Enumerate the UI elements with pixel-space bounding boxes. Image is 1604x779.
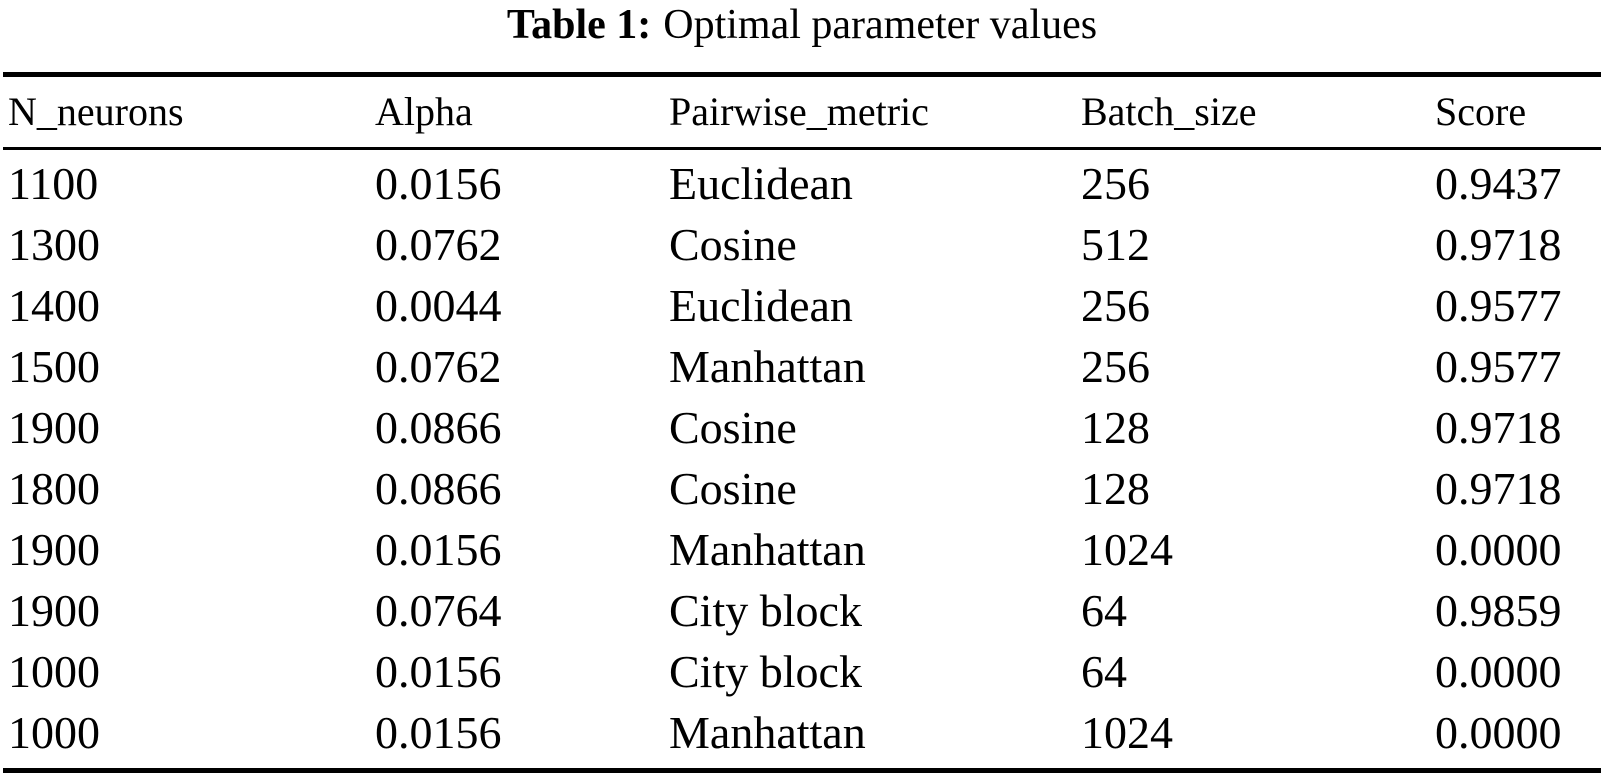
table-cell: Euclidean <box>669 280 853 331</box>
table-cell: 1900 <box>8 402 100 453</box>
table-cell: Manhattan <box>669 341 866 392</box>
table-cell: Manhattan <box>669 707 866 758</box>
table-top-rule <box>3 72 1601 77</box>
table-cell: 256 <box>1081 158 1150 209</box>
column-header-batch-size: Batch_size <box>1081 89 1257 134</box>
table-caption: Table 1: Optimal parameter values <box>0 0 1604 50</box>
table-row: 1900 0.0764 City block 64 0.9859 <box>0 580 1604 641</box>
table-cell: 0.0000 <box>1435 524 1562 575</box>
table-header-row: N_neurons Alpha Pairwise_metric Batch_si… <box>0 77 1604 147</box>
table-bottom-rule <box>3 768 1601 773</box>
column-header-score: Score <box>1435 89 1527 134</box>
table-cell: 64 <box>1081 585 1127 636</box>
table-cell: 0.0762 <box>375 219 502 270</box>
table-cell: 0.9718 <box>1435 219 1562 270</box>
column-header-alpha: Alpha <box>375 89 473 134</box>
table-cell: 128 <box>1081 402 1150 453</box>
table-row: 1800 0.0866 Cosine 128 0.9718 <box>0 458 1604 519</box>
table-cell: 0.9437 <box>1435 158 1562 209</box>
table-cell: 0.0866 <box>375 402 502 453</box>
table-cell: 1900 <box>8 585 100 636</box>
table-cell: 1500 <box>8 341 100 392</box>
table-cell: 0.9577 <box>1435 341 1562 392</box>
table-caption-label: Table 1: <box>506 2 652 48</box>
table-cell: 512 <box>1081 219 1150 270</box>
table-cell: 0.0866 <box>375 463 502 514</box>
table-cell: 1024 <box>1081 524 1173 575</box>
column-header-pairwise-metric: Pairwise_metric <box>669 89 929 134</box>
table-row: 1400 0.0044 Euclidean 256 0.9577 <box>0 275 1604 336</box>
table-cell: 256 <box>1081 280 1150 331</box>
table-cell: City block <box>669 585 862 636</box>
table-cell: 0.0000 <box>1435 646 1562 697</box>
table-cell: 0.9577 <box>1435 280 1562 331</box>
table-cell: Euclidean <box>669 158 853 209</box>
table-cell: 0.9859 <box>1435 585 1562 636</box>
table-cell: 0.0000 <box>1435 707 1562 758</box>
table-cell: 1100 <box>8 158 99 209</box>
table-cell: Cosine <box>669 402 797 453</box>
table-cell: 1000 <box>8 707 100 758</box>
table-row: 1300 0.0762 Cosine 512 0.9718 <box>0 214 1604 275</box>
table-body: 1100 0.0156 Euclidean 256 0.9437 1300 0.0762 Co… <box>0 153 1604 763</box>
table-cell: City block <box>669 646 862 697</box>
table-mid-rule <box>3 147 1601 150</box>
table-cell: 1900 <box>8 524 100 575</box>
table-cell: Cosine <box>669 219 797 270</box>
table-cell: 0.9718 <box>1435 402 1562 453</box>
table-cell: Manhattan <box>669 524 866 575</box>
table-cell: 0.0156 <box>375 707 502 758</box>
table-cell: 0.0156 <box>375 524 502 575</box>
table-caption-text: Optimal parameter values <box>663 2 1098 48</box>
table-cell: 0.0156 <box>375 158 502 209</box>
table-cell: Cosine <box>669 463 797 514</box>
table-row: 1900 0.0866 Cosine 128 0.9718 <box>0 397 1604 458</box>
table-cell: 0.9718 <box>1435 463 1562 514</box>
table-cell: 0.0156 <box>375 646 502 697</box>
table-cell: 0.0764 <box>375 585 502 636</box>
table-row: 1000 0.0156 City block 64 0.0000 <box>0 641 1604 702</box>
table-cell: 1800 <box>8 463 100 514</box>
table-row: 1100 0.0156 Euclidean 256 0.9437 <box>0 153 1604 214</box>
column-header-n-neurons: N_neurons <box>8 89 184 134</box>
table-cell: 64 <box>1081 646 1127 697</box>
table-cell: 0.0762 <box>375 341 502 392</box>
table-cell: 1400 <box>8 280 100 331</box>
table-cell: 128 <box>1081 463 1150 514</box>
table-row: 1900 0.0156 Manhattan 1024 0.0000 <box>0 519 1604 580</box>
table-cell: 1000 <box>8 646 100 697</box>
table-row: 1500 0.0762 Manhattan 256 0.9577 <box>0 336 1604 397</box>
table-cell: 1024 <box>1081 707 1173 758</box>
table-row: 1000 0.0156 Manhattan 1024 0.0000 <box>0 702 1604 763</box>
table-cell: 0.0044 <box>375 280 502 331</box>
table-cell: 256 <box>1081 341 1150 392</box>
table-cell: 1300 <box>8 219 100 270</box>
